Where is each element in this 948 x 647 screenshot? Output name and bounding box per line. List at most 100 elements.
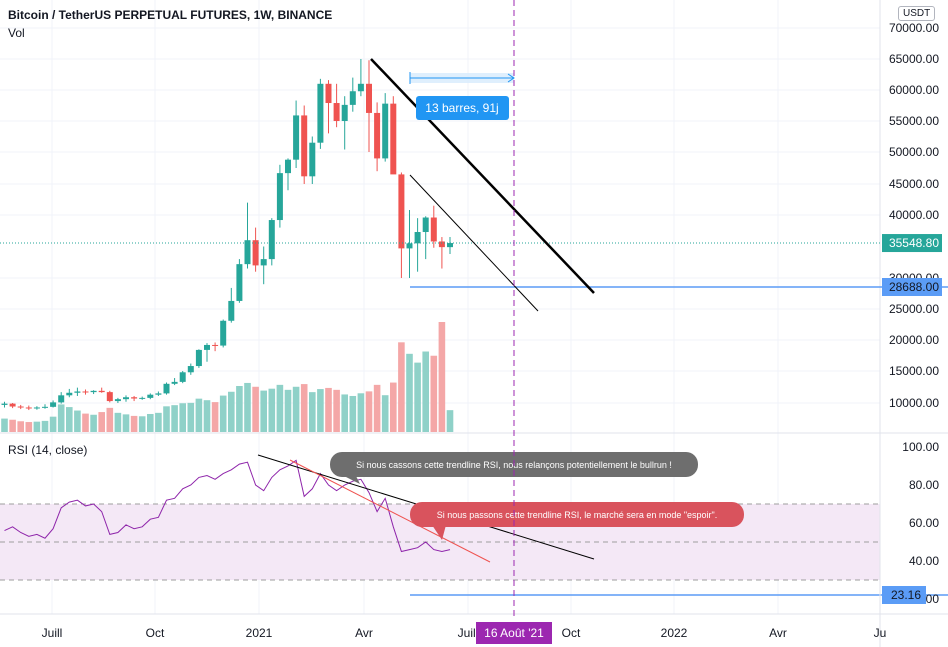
candle — [390, 96, 397, 175]
candle — [406, 210, 413, 278]
candle — [106, 390, 113, 403]
volume-bar — [90, 414, 97, 432]
volume-bar — [155, 412, 162, 432]
volume-bar — [390, 382, 397, 432]
volume-bar — [211, 402, 219, 432]
candle — [187, 363, 194, 375]
volume-bar — [25, 422, 33, 432]
measure-label: 13 barres, 91j — [425, 101, 498, 115]
time-axis: Juill Oct 2021 Avr Juill Oct 2022 Avr Ju 16 Août … — [42, 622, 886, 644]
rsi-tick-label: 60.00 — [909, 516, 939, 530]
candle-body — [244, 240, 251, 265]
candle — [1, 401, 8, 408]
candle — [228, 287, 235, 323]
measure-arrow-icon — [507, 73, 515, 83]
note-red: Si nous passons cette trendline RSI, le … — [410, 502, 744, 540]
candle-body — [147, 394, 154, 398]
date-marker-label: 16 Août '21 — [484, 626, 544, 640]
candle-body — [357, 83, 364, 92]
volume-bar — [122, 414, 130, 432]
time-tick-label: 2021 — [246, 626, 273, 640]
price-tick-label: 15000.00 — [889, 364, 939, 378]
volume-bar — [357, 393, 365, 432]
candle — [357, 59, 364, 97]
time-tick-label: Avr — [769, 626, 787, 640]
candle-body — [276, 173, 283, 221]
rsi-pane: Si nous cassons cette trendline RSI, nou… — [0, 452, 948, 596]
candle — [131, 395, 138, 402]
candle — [325, 80, 332, 134]
volume-bar — [219, 395, 227, 432]
currency-badge[interactable]: USDT — [898, 6, 936, 21]
rsi-tick-label: 40.00 — [909, 554, 939, 568]
volume-bar — [292, 386, 300, 432]
volume-bar — [414, 362, 421, 432]
candle-body — [90, 390, 97, 393]
candle — [285, 158, 291, 191]
volume-bar — [57, 404, 65, 432]
volume-bar — [373, 384, 381, 432]
candle-body — [260, 259, 267, 266]
candle — [98, 387, 105, 393]
candle — [422, 216, 429, 260]
volume-bar — [398, 342, 405, 432]
volume-bar — [114, 412, 122, 432]
price-axis: 70000.00 65000.00 60000.00 55000.00 50000.00… — [882, 21, 942, 410]
candle-body — [179, 372, 186, 382]
price-tick-label: 65000.00 — [889, 52, 939, 66]
candle-body — [406, 243, 413, 249]
candle — [317, 78, 324, 149]
volume-bar — [333, 389, 340, 432]
rsi-line — [4, 459, 451, 553]
note-gray: Si nous cassons cette trendline RSI, nou… — [330, 452, 698, 484]
candle-body — [131, 397, 138, 399]
volume-bar — [284, 389, 292, 432]
price-tick-label: 55000.00 — [889, 114, 939, 128]
candle — [212, 342, 219, 352]
rsi-value-label: 23.16 — [891, 588, 921, 602]
candle-body — [301, 115, 308, 177]
candles — [1, 59, 453, 411]
price-tick-label: 50000.00 — [889, 145, 939, 159]
volume-bar — [187, 402, 195, 432]
candle-body — [106, 392, 113, 402]
volume-bar — [244, 382, 251, 432]
candle — [33, 406, 40, 410]
time-tick-label: Juill — [458, 626, 479, 640]
volume-bar — [98, 412, 105, 432]
candle — [82, 389, 89, 395]
note-red-text: Si nous passons cette trendline RSI, le … — [437, 510, 718, 520]
candle — [382, 93, 389, 162]
candle — [171, 378, 178, 386]
candle-body — [414, 232, 421, 244]
volume-bar — [276, 384, 284, 432]
candle — [50, 400, 57, 408]
volume-bar — [260, 390, 267, 432]
volume-bar — [49, 416, 57, 432]
candle — [252, 227, 259, 272]
candle-body — [50, 402, 57, 407]
volume-bar — [179, 403, 186, 432]
candle — [447, 237, 453, 255]
candle-body — [438, 241, 445, 248]
candle-body — [212, 344, 219, 346]
candle-body — [236, 264, 243, 301]
candle — [139, 396, 146, 400]
candle-body — [390, 103, 397, 175]
candle — [244, 202, 251, 269]
volume-bar — [147, 413, 154, 432]
candle-body — [293, 115, 300, 160]
volume-bar — [9, 419, 16, 432]
volume-bar — [300, 384, 308, 432]
candle-body — [325, 83, 332, 104]
candle — [220, 319, 227, 348]
note-red-box — [410, 502, 744, 527]
volume-bar — [171, 405, 178, 432]
price-tick-label: 70000.00 — [889, 21, 939, 35]
candle — [74, 387, 81, 396]
last-price-tag — [882, 234, 942, 253]
candle-body — [33, 407, 40, 409]
